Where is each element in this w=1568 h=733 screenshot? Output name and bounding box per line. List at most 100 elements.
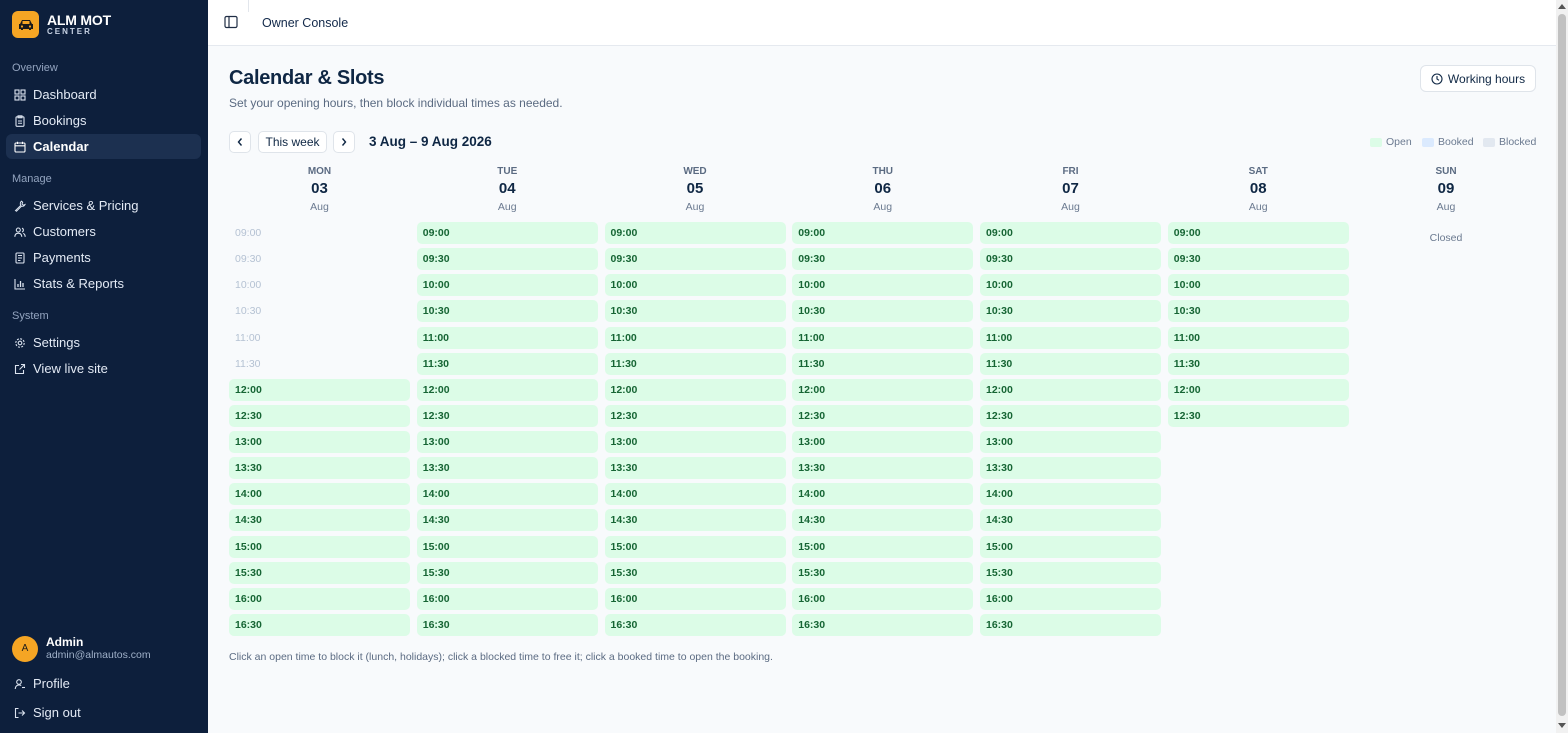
time-slot-open[interactable]: 13:00: [416, 431, 598, 454]
scrollbar[interactable]: [1556, 0, 1568, 733]
time-slot-open[interactable]: 11:30: [792, 352, 974, 375]
time-slot-open[interactable]: 16:30: [792, 613, 974, 636]
time-slot-open[interactable]: 12:00: [792, 378, 974, 401]
time-slot-open[interactable]: 14:30: [792, 509, 974, 532]
sidebar-item-calendar[interactable]: Calendar: [6, 134, 201, 159]
time-slot-open[interactable]: 16:00: [792, 587, 974, 610]
time-slot-open[interactable]: 09:00: [980, 222, 1161, 244]
time-slot-open[interactable]: 09:30: [1167, 248, 1349, 271]
time-slot-open[interactable]: 11:00: [604, 326, 786, 349]
time-slot-open[interactable]: 09:00: [792, 222, 974, 244]
time-slot-open[interactable]: 13:30: [604, 457, 786, 480]
time-slot-open[interactable]: 16:30: [980, 613, 1161, 636]
time-slot-open[interactable]: 12:30: [980, 404, 1161, 427]
time-slot-open[interactable]: 10:00: [792, 274, 974, 297]
time-slot-open[interactable]: 15:00: [980, 535, 1161, 558]
time-slot-open[interactable]: 15:30: [792, 561, 974, 584]
time-slot-open[interactable]: 09:00: [1167, 222, 1349, 244]
sidebar-item-payments[interactable]: Payments: [6, 245, 201, 270]
time-slot-open[interactable]: 14:00: [229, 483, 410, 506]
time-slot-open[interactable]: 11:00: [980, 326, 1161, 349]
time-slot-open[interactable]: 14:00: [604, 483, 786, 506]
time-slot-open[interactable]: 09:30: [416, 248, 598, 271]
sidebar-toggle-icon[interactable]: [224, 15, 238, 29]
time-slot-open[interactable]: 11:00: [416, 326, 598, 349]
time-slot-open[interactable]: 12:00: [980, 378, 1161, 401]
time-slot-open[interactable]: 10:30: [416, 300, 598, 323]
time-slot-open[interactable]: 12:00: [229, 378, 410, 401]
time-slot-open[interactable]: 16:00: [416, 587, 598, 610]
brand[interactable]: ALM MOT CENTER: [12, 11, 111, 38]
working-hours-button[interactable]: Working hours: [1420, 65, 1536, 92]
time-slot-open[interactable]: 12:30: [1167, 404, 1349, 427]
time-slot-open[interactable]: 16:00: [604, 587, 786, 610]
time-slot-open[interactable]: 14:30: [980, 509, 1161, 532]
time-slot-open[interactable]: 12:00: [604, 378, 786, 401]
time-slot-open[interactable]: 14:30: [604, 509, 786, 532]
time-slot-open[interactable]: 16:30: [604, 613, 786, 636]
sidebar-item-customers[interactable]: Customers: [6, 219, 201, 244]
time-slot-open[interactable]: 10:00: [416, 274, 598, 297]
time-slot-open[interactable]: 10:30: [980, 300, 1161, 323]
time-slot-open[interactable]: 13:30: [416, 457, 598, 480]
sidebar-item-view-live-site[interactable]: View live site: [6, 356, 201, 381]
this-week-button[interactable]: This week: [258, 131, 327, 153]
time-slot-open[interactable]: 09:30: [604, 248, 786, 271]
time-slot-open[interactable]: 11:30: [1167, 352, 1349, 375]
sidebar-item-dashboard[interactable]: Dashboard: [6, 82, 201, 107]
time-slot-open[interactable]: 15:30: [416, 561, 598, 584]
time-slot-open[interactable]: 11:00: [792, 326, 974, 349]
time-slot-open[interactable]: 15:00: [604, 535, 786, 558]
time-slot-open[interactable]: 12:00: [1167, 378, 1349, 401]
sidebar-item-stats-reports[interactable]: Stats & Reports: [6, 271, 201, 296]
time-slot-open[interactable]: 13:00: [604, 431, 786, 454]
time-slot-open[interactable]: 16:30: [229, 613, 410, 636]
time-slot-open[interactable]: 15:00: [792, 535, 974, 558]
scroll-up-arrow[interactable]: [1558, 4, 1566, 9]
time-slot-open[interactable]: 15:30: [229, 561, 410, 584]
time-slot-open[interactable]: 12:30: [229, 404, 410, 427]
time-slot-open[interactable]: 15:00: [229, 535, 410, 558]
time-slot-open[interactable]: 09:00: [416, 222, 598, 244]
time-slot-open[interactable]: 14:30: [229, 509, 410, 532]
time-slot-open[interactable]: 14:00: [792, 483, 974, 506]
time-slot-open[interactable]: 12:30: [604, 404, 786, 427]
scroll-thumb[interactable]: [1558, 14, 1566, 716]
time-slot-open[interactable]: 12:30: [416, 404, 598, 427]
time-slot-open[interactable]: 10:30: [792, 300, 974, 323]
time-slot-open[interactable]: 11:30: [604, 352, 786, 375]
time-slot-open[interactable]: 15:00: [416, 535, 598, 558]
time-slot-open[interactable]: 12:00: [416, 378, 598, 401]
time-slot-open[interactable]: 13:30: [792, 457, 974, 480]
time-slot-open[interactable]: 09:30: [792, 248, 974, 271]
time-slot-open[interactable]: 16:30: [416, 613, 598, 636]
profile-link[interactable]: Profile: [6, 671, 201, 696]
time-slot-open[interactable]: 14:30: [416, 509, 598, 532]
time-slot-open[interactable]: 11:30: [416, 352, 598, 375]
time-slot-open[interactable]: 09:30: [980, 248, 1161, 271]
time-slot-open[interactable]: 12:30: [792, 404, 974, 427]
time-slot-open[interactable]: 15:30: [980, 561, 1161, 584]
time-slot-open[interactable]: 13:30: [229, 457, 410, 480]
time-slot-open[interactable]: 09:00: [604, 222, 786, 244]
scroll-down-arrow[interactable]: [1558, 723, 1566, 728]
time-slot-open[interactable]: 14:00: [980, 483, 1161, 506]
time-slot-open[interactable]: 10:30: [604, 300, 786, 323]
time-slot-open[interactable]: 10:00: [604, 274, 786, 297]
sidebar-item-settings[interactable]: Settings: [6, 330, 201, 355]
sign-out-link[interactable]: Sign out: [6, 700, 201, 725]
prev-week-button[interactable]: [229, 131, 251, 153]
time-slot-open[interactable]: 13:30: [980, 457, 1161, 480]
time-slot-open[interactable]: 11:30: [980, 352, 1161, 375]
time-slot-open[interactable]: 16:00: [229, 587, 410, 610]
time-slot-open[interactable]: 13:00: [229, 431, 410, 454]
time-slot-open[interactable]: 11:00: [1167, 326, 1349, 349]
time-slot-open[interactable]: 10:00: [980, 274, 1161, 297]
time-slot-open[interactable]: 13:00: [792, 431, 974, 454]
time-slot-open[interactable]: 15:30: [604, 561, 786, 584]
time-slot-open[interactable]: 14:00: [416, 483, 598, 506]
time-slot-open[interactable]: 16:00: [980, 587, 1161, 610]
time-slot-open[interactable]: 10:00: [1167, 274, 1349, 297]
time-slot-open[interactable]: 10:30: [1167, 300, 1349, 323]
sidebar-item-bookings[interactable]: Bookings: [6, 108, 201, 133]
